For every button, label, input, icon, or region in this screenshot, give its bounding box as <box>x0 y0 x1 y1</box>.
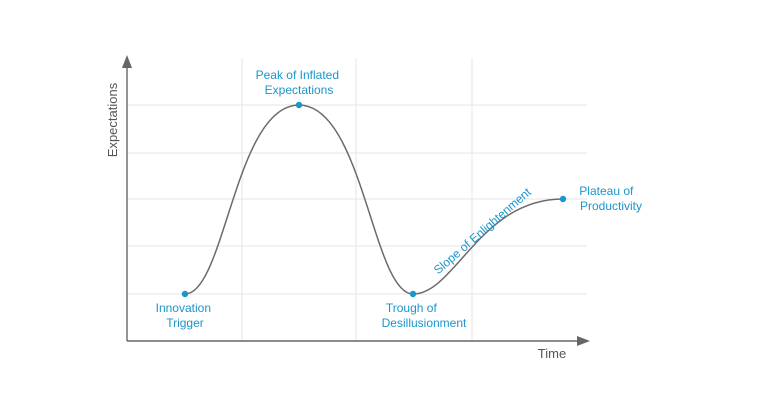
phase-label-plateau: Plateau of Productivity <box>579 184 642 213</box>
y-axis-arrow-icon <box>122 55 132 68</box>
hype-curve <box>184 104 564 295</box>
phase-label-line: Peak of Inflated <box>256 68 339 82</box>
phase-label-line: Expectations <box>265 83 334 97</box>
phase-label-line: Innovation <box>156 301 211 315</box>
phase-label-innovation: Innovation Trigger <box>156 301 215 330</box>
y-axis-label: Expectations <box>105 82 120 157</box>
grid <box>127 58 587 341</box>
plateau-point <box>559 195 567 203</box>
peak-point <box>295 101 303 109</box>
phase-label-slope: Slope of Enlightenment <box>431 185 534 277</box>
phase-label-peak: Peak of Inflated Expectations <box>256 68 343 97</box>
axes <box>126 62 583 342</box>
phase-label-line: Trough of <box>386 301 438 315</box>
phase-label-line: Desillusionment <box>382 316 467 330</box>
innovation-trigger-point <box>181 290 189 298</box>
x-axis-label: Time <box>538 346 566 361</box>
trough-point <box>409 290 417 298</box>
phase-label-trough: Trough of Desillusionment <box>382 301 467 330</box>
phase-label-line: Trigger <box>166 316 204 330</box>
x-axis-arrow-icon <box>577 336 590 346</box>
phase-label-line: Plateau of <box>579 184 634 198</box>
phase-label-line: Productivity <box>580 199 642 213</box>
